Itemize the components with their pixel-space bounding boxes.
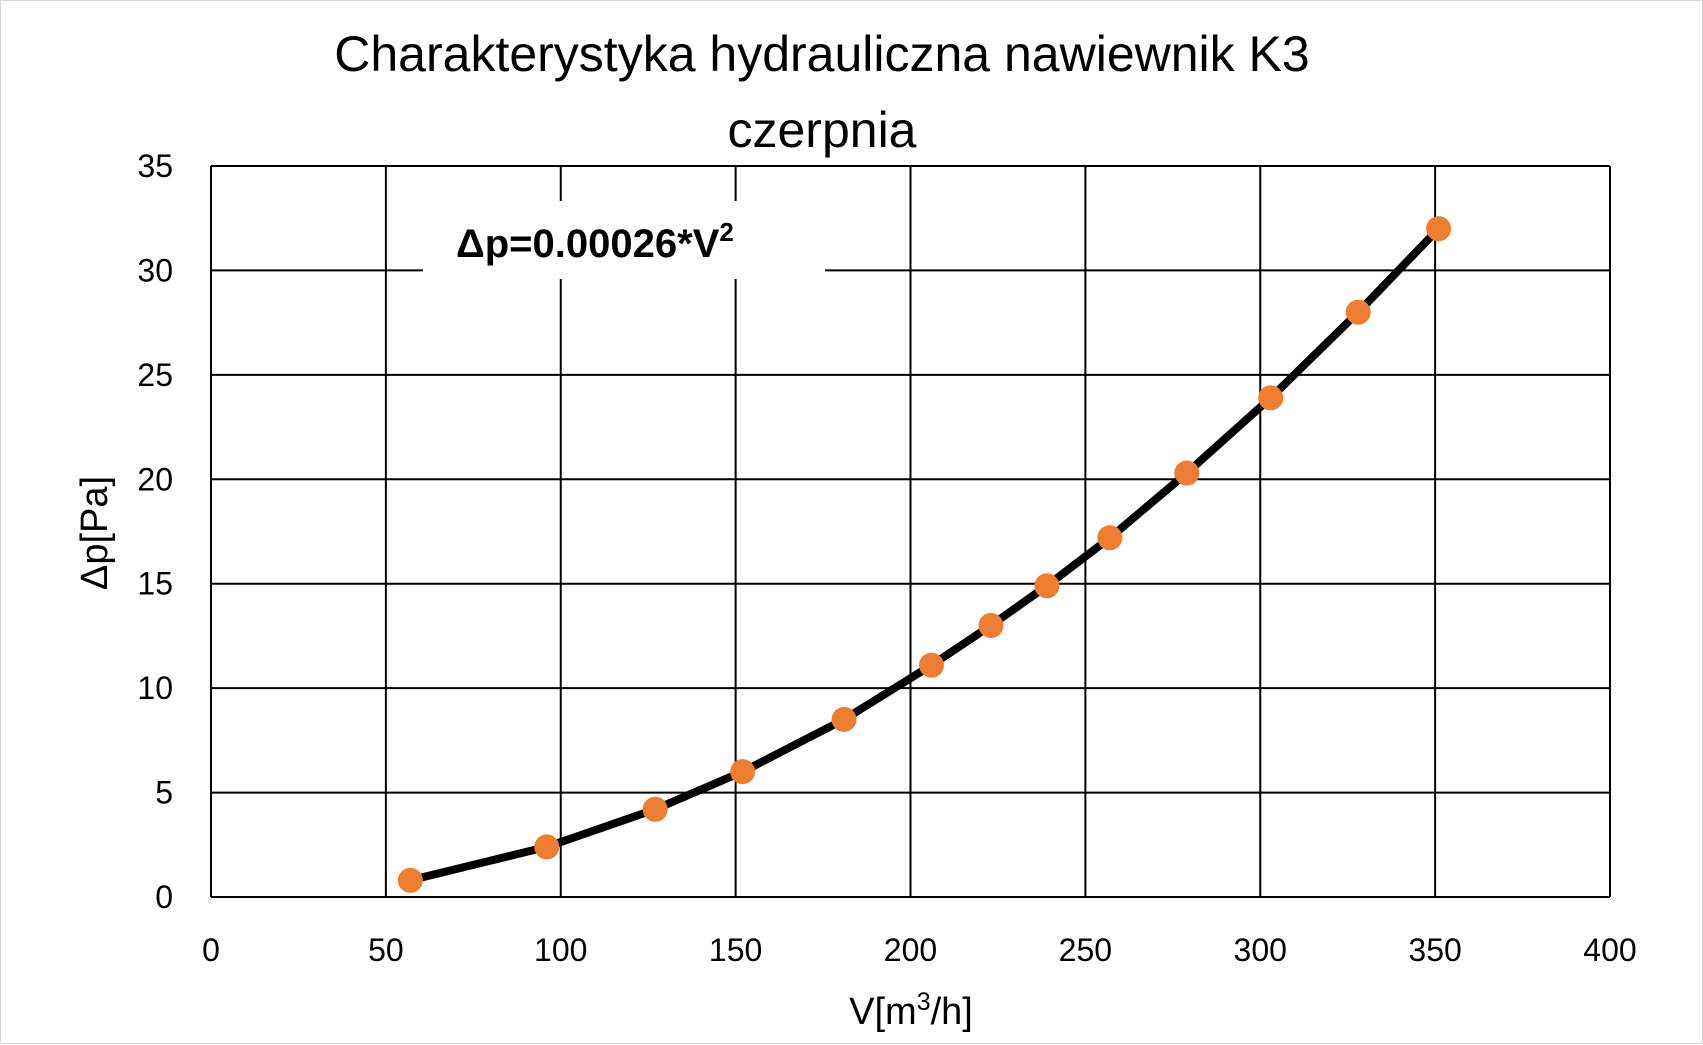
- data-point: [642, 796, 668, 822]
- x-tick-label: 300: [1234, 932, 1287, 968]
- y-axis-title: Δp[Pa]: [74, 476, 116, 590]
- trendline-equation-main: Δp=0.00026*V: [456, 222, 720, 266]
- data-point: [918, 652, 944, 678]
- data-point: [978, 612, 1004, 638]
- y-tick-label: 10: [137, 670, 173, 706]
- data-point: [1345, 299, 1371, 325]
- y-tick-label: 35: [137, 148, 173, 184]
- x-axis-title-suffix: /h]: [931, 991, 973, 1033]
- x-tick-label: 400: [1583, 932, 1636, 968]
- x-tick-label: 50: [368, 932, 404, 968]
- y-tick-label: 0: [155, 879, 173, 915]
- trendline-equation: Δp=0.00026*V2: [456, 217, 734, 266]
- data-point: [831, 706, 857, 732]
- data-point: [730, 759, 756, 785]
- data-point: [1034, 573, 1060, 599]
- data-point: [534, 834, 560, 860]
- data-point: [1097, 525, 1123, 551]
- annotation-layer: Δp=0.00026*V2: [423, 201, 825, 279]
- chart-title-line2: czerpnia: [728, 102, 917, 158]
- x-tick-label: 150: [709, 932, 762, 968]
- y-tick-label: 5: [155, 775, 173, 811]
- trendline: [406, 224, 1443, 885]
- chart-title-line1: Charakterystyka hydrauliczna nawiewnik K…: [334, 26, 1309, 82]
- y-tick-label: 15: [137, 566, 173, 602]
- data-point-layer: [397, 216, 1452, 893]
- x-tick-label: 100: [534, 932, 587, 968]
- y-tick-label: 20: [137, 461, 173, 497]
- data-point: [1258, 385, 1284, 411]
- trendline-layer: [406, 224, 1443, 885]
- x-tick-label: 0: [202, 932, 220, 968]
- data-point: [397, 867, 423, 893]
- tick-label-layer: 0 50 100 150 200 250 300 350 400 0 5 10 15 20 25 30 35: [137, 148, 1636, 968]
- x-tick-label: 350: [1408, 932, 1461, 968]
- data-point: [1426, 216, 1452, 242]
- x-axis-title-prefix: V[m: [849, 991, 917, 1033]
- data-point: [1174, 460, 1200, 486]
- annotation-background: [423, 201, 825, 279]
- y-tick-label: 30: [137, 252, 173, 288]
- x-tick-label: 200: [884, 932, 937, 968]
- x-axis-title: V[m3/h]: [849, 988, 973, 1033]
- y-tick-label: 25: [137, 357, 173, 393]
- grid-layer: [210, 165, 1611, 898]
- x-tick-label: 250: [1059, 932, 1112, 968]
- trendline-equation-exponent: 2: [719, 217, 733, 247]
- x-axis-title-exponent: 3: [917, 988, 931, 1016]
